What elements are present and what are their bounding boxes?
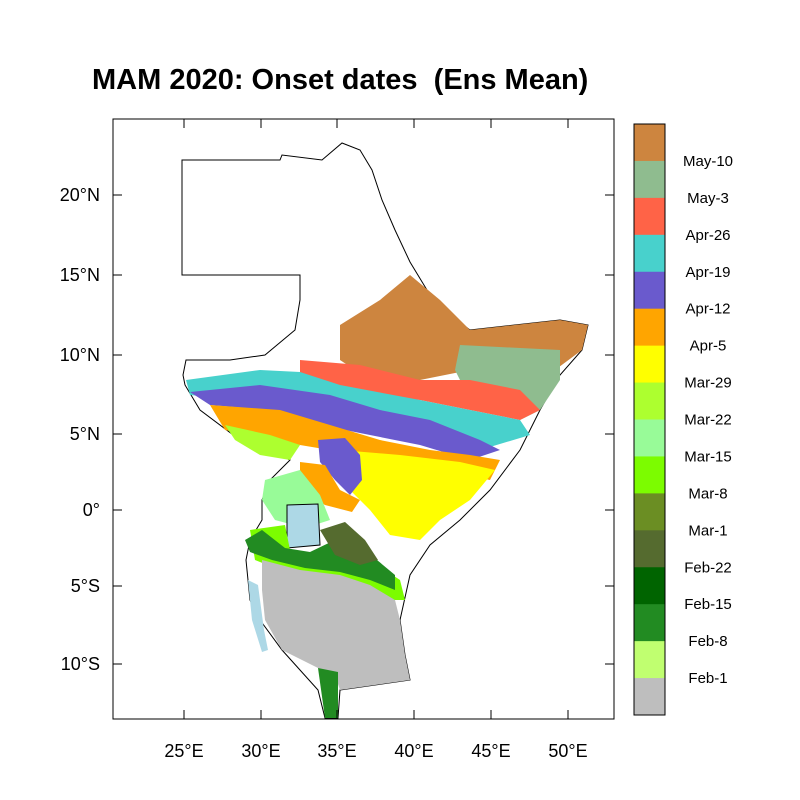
colorbar-label: Apr-12 xyxy=(685,301,730,318)
map-layer xyxy=(181,142,589,719)
colorbar-label: May-3 xyxy=(687,190,729,207)
colorbar-swatch xyxy=(634,567,665,605)
region-apr26-band xyxy=(300,360,540,420)
colorbar-label: Feb-8 xyxy=(688,633,727,650)
colorbar-swatch xyxy=(634,197,665,236)
colorbar-swatch xyxy=(634,604,665,642)
colorbar-swatch xyxy=(634,271,665,310)
lat-axis xyxy=(113,194,614,665)
colorbar-label: Apr-5 xyxy=(690,338,727,355)
lon-tick-label: 25°E xyxy=(164,741,203,761)
colorbar-swatch xyxy=(634,678,665,716)
colorbar-swatch xyxy=(634,641,665,679)
region-feb1-south xyxy=(262,560,410,690)
lon-tick-label: 35°E xyxy=(317,741,356,761)
lon-tick-label: 40°E xyxy=(394,741,433,761)
region-apr12-lake xyxy=(318,438,362,495)
colorbar-label: May-10 xyxy=(683,153,733,170)
colorbar-label: Mar-22 xyxy=(684,412,732,429)
region-apr12-band xyxy=(190,385,500,460)
lat-tick-label: 20°N xyxy=(60,185,100,205)
colorbar-label: Feb-22 xyxy=(684,559,732,576)
lat-tick-label: 10°N xyxy=(60,345,100,365)
lat-tick-label: 15°N xyxy=(60,265,100,285)
lon-axis xyxy=(183,119,569,719)
colorbar-swatch xyxy=(634,124,665,162)
region-apr5-kenya xyxy=(300,462,360,512)
region-mar29-central xyxy=(335,450,495,540)
colorbar-label: Feb-15 xyxy=(684,596,732,613)
colorbar: May-10 May-3 Apr-26 Apr-19 Apr-12 Apr-5 Mar-29… xyxy=(633,123,733,716)
region-feb15-highlands xyxy=(245,530,395,590)
colorbar-swatch xyxy=(634,382,665,420)
colorbar-swatch xyxy=(634,493,665,531)
colorbar-swatch xyxy=(634,530,665,568)
region-mar22-west xyxy=(225,425,300,460)
colorbar-label: Mar-29 xyxy=(684,375,732,392)
lon-tick-label: 45°E xyxy=(471,741,510,761)
colorbar-label: Apr-26 xyxy=(685,227,730,244)
region-lake-victoria xyxy=(286,503,321,549)
colorbar-label: Feb-1 xyxy=(688,670,727,687)
region-feb8-rift xyxy=(318,668,338,718)
region-lake-tanganyika xyxy=(248,580,268,652)
colorbar-swatch xyxy=(634,345,665,384)
map-title: MAM 2020: Onset dates (Ens Mean) xyxy=(92,64,589,96)
colorbar-label: Mar-15 xyxy=(684,448,732,465)
lon-tick-label: 50°E xyxy=(548,741,587,761)
lat-tick-label: 0° xyxy=(83,500,100,520)
colorbar-label: Apr-19 xyxy=(685,264,730,281)
lat-tick-label: 10°S xyxy=(61,654,100,674)
colorbar-label: Mar-8 xyxy=(688,485,727,502)
colorbar-swatch xyxy=(634,419,665,457)
colorbar-swatch xyxy=(634,234,665,273)
colorbar-swatch xyxy=(634,160,665,199)
region-feb22-peaks xyxy=(320,522,378,565)
colorbar-swatch xyxy=(634,456,665,494)
lon-tick-label: 30°E xyxy=(241,741,280,761)
lat-tick-label: 5°N xyxy=(70,424,100,444)
colorbar-swatch xyxy=(634,308,665,347)
colorbar-label: Mar-1 xyxy=(688,522,727,539)
colorbar-frame xyxy=(633,123,666,716)
lat-tick-label: 5°S xyxy=(71,576,100,596)
